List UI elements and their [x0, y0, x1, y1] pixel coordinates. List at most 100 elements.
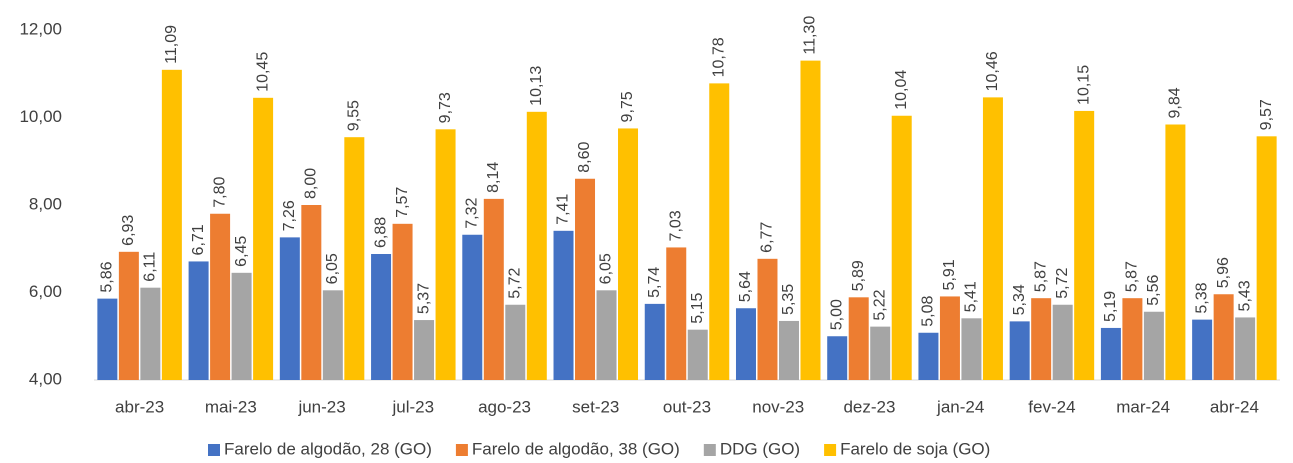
bar: [644, 303, 665, 380]
bar: [800, 60, 821, 380]
y-tick-label: 8,00: [29, 194, 62, 213]
bar: [344, 137, 365, 380]
bar: [778, 320, 799, 380]
value-label: 5,91: [941, 259, 958, 290]
bar: [97, 298, 118, 380]
bar: [505, 304, 526, 380]
bar: [553, 230, 574, 380]
value-label: 5,87: [1032, 261, 1049, 292]
y-tick-label: 4,00: [29, 369, 62, 388]
value-label: 6,71: [190, 224, 207, 255]
value-label: 9,73: [437, 92, 454, 123]
legend-swatch: [824, 444, 837, 456]
value-label: 5,37: [415, 283, 432, 314]
value-label: 8,60: [576, 142, 593, 173]
value-label: 5,34: [1011, 284, 1028, 315]
value-label: 10,46: [984, 51, 1001, 91]
bar: [392, 223, 413, 380]
bar: [462, 234, 483, 380]
x-tick-label: mar-24: [1116, 397, 1170, 416]
value-label: 10,13: [528, 66, 545, 106]
value-label: 5,19: [1102, 291, 1119, 322]
value-label: 11,30: [802, 16, 819, 55]
x-tick-label: jul-23: [392, 397, 435, 416]
bar: [596, 290, 617, 380]
value-label: 9,57: [1258, 99, 1275, 130]
bar: [1192, 319, 1213, 380]
value-label: 5,35: [780, 284, 797, 315]
legend-label: Farelo de algodão, 38 (GO): [472, 439, 680, 458]
value-label: 10,04: [893, 70, 910, 110]
bar: [161, 69, 182, 380]
bar: [322, 290, 343, 380]
value-label: 5,08: [920, 296, 937, 327]
x-tick-label: nov-23: [752, 397, 804, 416]
bar: [666, 247, 687, 380]
value-label: 8,00: [303, 168, 320, 199]
value-label: 6,93: [120, 215, 137, 246]
bar: [1009, 321, 1030, 380]
value-label: 7,26: [281, 200, 298, 231]
value-label: 5,74: [646, 267, 663, 298]
bar: [757, 258, 778, 380]
value-label: 5,64: [737, 271, 754, 302]
value-label: 9,84: [1167, 87, 1184, 118]
bar: [709, 83, 730, 380]
legend-swatch: [703, 444, 716, 456]
value-label: 7,03: [667, 210, 684, 241]
bar: [188, 261, 209, 380]
bar: [1100, 327, 1121, 380]
value-label: 7,80: [211, 177, 228, 208]
value-label: 5,86: [99, 261, 116, 292]
bar: [253, 97, 274, 380]
bar: [435, 129, 456, 380]
x-tick-label: jan-24: [936, 397, 984, 416]
legend-swatch: [208, 444, 220, 456]
value-label: 5,87: [1124, 261, 1141, 292]
bar: [1052, 304, 1073, 380]
y-tick-label: 10,00: [19, 107, 62, 126]
bar: [918, 332, 939, 380]
bar: [827, 336, 848, 380]
value-label: 5,72: [507, 268, 524, 299]
value-label: 10,45: [254, 52, 271, 92]
value-label: 5,89: [850, 260, 867, 291]
value-label: 8,14: [485, 162, 502, 193]
bar: [735, 308, 756, 380]
bar: [939, 296, 960, 380]
bar: [371, 254, 392, 380]
bar: [210, 213, 231, 380]
bar: [1165, 124, 1186, 380]
bar: [982, 97, 1003, 380]
bar: [301, 205, 322, 380]
value-label: 10,15: [1075, 65, 1092, 105]
value-label: 5,96: [1215, 257, 1232, 288]
value-label: 6,05: [324, 253, 341, 284]
bar: [1143, 311, 1164, 380]
bar: [526, 111, 547, 380]
bar: [483, 198, 504, 380]
bar: [414, 320, 435, 380]
bar: [575, 178, 596, 380]
value-label: 5,22: [871, 289, 888, 320]
bar: [1235, 317, 1256, 380]
value-label: 5,41: [963, 281, 980, 312]
bar: [687, 329, 708, 380]
value-label: 6,77: [759, 222, 776, 253]
x-tick-label: jun-23: [297, 397, 345, 416]
value-label: 5,43: [1236, 280, 1253, 311]
value-label: 6,05: [598, 253, 615, 284]
bar: [891, 115, 912, 380]
value-label: 11,09: [163, 25, 180, 64]
value-label: 9,75: [619, 91, 636, 122]
value-label: 7,57: [394, 187, 411, 218]
bar: [118, 251, 139, 380]
bar: [1122, 298, 1143, 380]
value-label: 7,41: [555, 194, 572, 225]
value-label: 5,38: [1193, 282, 1210, 313]
bar: [279, 237, 300, 380]
bar: [1213, 294, 1234, 380]
value-label: 10,78: [710, 37, 727, 77]
legend-swatch: [455, 444, 468, 456]
value-label: 5,00: [828, 299, 845, 330]
